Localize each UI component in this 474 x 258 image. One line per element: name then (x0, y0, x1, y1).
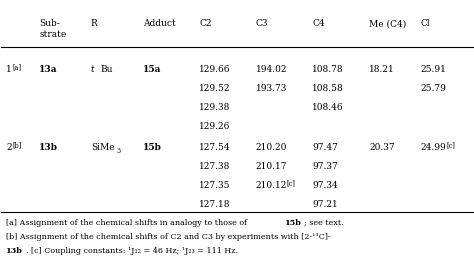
Text: [c]: [c] (286, 180, 295, 188)
Text: C3: C3 (256, 19, 268, 28)
Text: R: R (91, 19, 98, 28)
Text: 24.99: 24.99 (421, 143, 447, 152)
Text: 13b: 13b (6, 247, 23, 255)
Text: 25.91: 25.91 (421, 65, 447, 74)
Text: 25.79: 25.79 (421, 84, 447, 93)
Text: 129.26: 129.26 (199, 122, 231, 131)
Text: 127.54: 127.54 (199, 143, 231, 152)
Text: 129.38: 129.38 (199, 103, 231, 112)
Text: 2: 2 (6, 143, 12, 152)
Text: 210.17: 210.17 (256, 162, 287, 171)
Text: [c]: [c] (447, 142, 456, 150)
Text: C4: C4 (312, 19, 325, 28)
Text: 193.73: 193.73 (256, 84, 287, 93)
Text: Me (C4): Me (C4) (369, 19, 406, 28)
Text: 210.12: 210.12 (256, 181, 287, 190)
Text: 15a: 15a (143, 65, 161, 74)
Text: 13a: 13a (39, 65, 57, 74)
Text: 108.58: 108.58 (312, 84, 344, 93)
Text: 3: 3 (117, 147, 120, 155)
Text: Cl: Cl (421, 19, 430, 28)
Text: [a] Assignment of the chemical shifts in analogy to those of: [a] Assignment of the chemical shifts in… (6, 219, 250, 227)
Text: 15b: 15b (285, 219, 302, 227)
Text: [b]: [b] (12, 142, 21, 150)
Text: 108.46: 108.46 (312, 103, 344, 112)
Text: 97.21: 97.21 (312, 200, 338, 209)
Text: 97.47: 97.47 (312, 143, 338, 152)
Text: Bu: Bu (100, 65, 113, 74)
Text: 194.02: 194.02 (256, 65, 287, 74)
Text: SiMe: SiMe (91, 143, 115, 152)
Text: Sub-
strate: Sub- strate (39, 19, 66, 38)
Text: C2: C2 (199, 19, 212, 28)
Text: t: t (91, 65, 94, 74)
Text: 108.78: 108.78 (312, 65, 344, 74)
Text: 127.35: 127.35 (199, 181, 231, 190)
Text: ; see text.: ; see text. (304, 219, 344, 227)
Text: 15b: 15b (143, 143, 162, 152)
Text: 127.38: 127.38 (199, 162, 231, 171)
Text: 97.34: 97.34 (312, 181, 338, 190)
Text: Adduct: Adduct (143, 19, 175, 28)
Text: 129.66: 129.66 (199, 65, 231, 74)
Text: 97.37: 97.37 (312, 162, 338, 171)
Text: 18.21: 18.21 (369, 65, 395, 74)
Text: 1: 1 (6, 65, 12, 74)
Text: 127.18: 127.18 (199, 200, 231, 209)
Text: [a]: [a] (12, 63, 21, 71)
Text: 129.52: 129.52 (199, 84, 231, 93)
Text: 13b: 13b (39, 143, 58, 152)
Text: . [c] Coupling constants: ¹J₁₂ = 46 Hz; ¹J₂₃ = 111 Hz.: . [c] Coupling constants: ¹J₁₂ = 46 Hz; … (26, 247, 238, 255)
Text: 210.20: 210.20 (256, 143, 287, 152)
Text: [b] Assignment of the chemical shifts of C2 and C3 by experiments with [2-¹³C]-: [b] Assignment of the chemical shifts of… (6, 233, 331, 241)
Text: 20.37: 20.37 (369, 143, 394, 152)
